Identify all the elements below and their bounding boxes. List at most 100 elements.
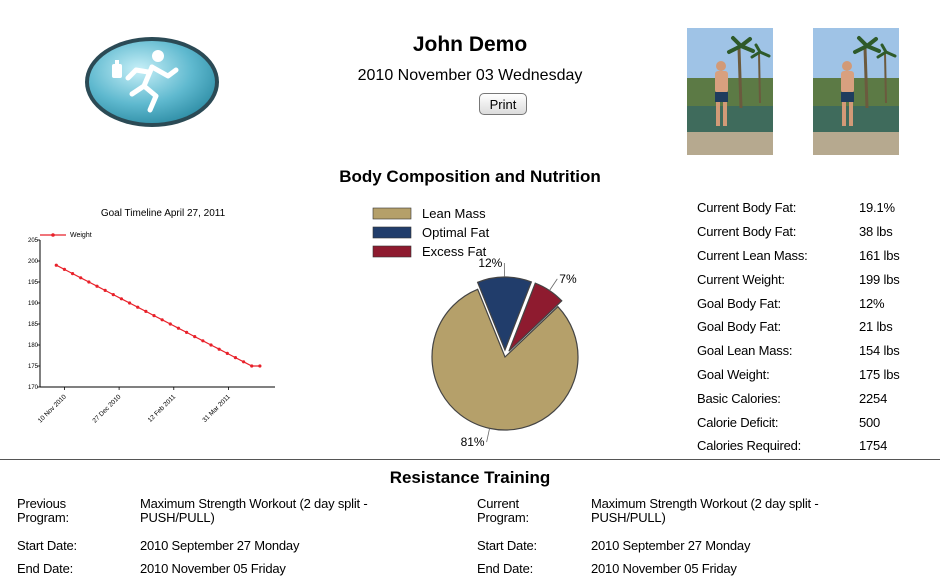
legend-swatch-optimal-fat: [372, 226, 412, 239]
pie-label-leader: [486, 428, 490, 443]
previous-end-date-label: End Date:: [17, 561, 74, 576]
stat-value: 38 lbs: [859, 224, 893, 240]
weight-data-point: [136, 305, 140, 309]
section-title-resistance-training: Resistance Training: [389, 468, 551, 487]
weight-data-point: [176, 326, 181, 330]
legend-label-lean-mass: Lean Mass: [422, 206, 486, 221]
weight-data-point: [87, 280, 91, 284]
pie-value-label: 7%: [559, 272, 577, 286]
weight-data-point: [250, 364, 254, 368]
previous-start-date-value: 2010 September 27 Monday: [140, 538, 300, 553]
x-tick-label: 27 Dec 2010: [91, 393, 122, 424]
stat-value: 12%: [859, 295, 885, 311]
legend-marker: [51, 233, 55, 237]
weight-data-point: [54, 263, 58, 267]
stat-row: Calories Required: 1754: [697, 434, 900, 458]
stat-label: Basic Calories:: [697, 390, 781, 406]
stat-value: 154 lbs: [859, 343, 900, 359]
y-tick-label: 195: [28, 280, 39, 286]
x-tick-label: 31 Mar 2011: [201, 393, 232, 424]
stat-label: Current Body Fat:: [697, 200, 797, 216]
stat-label: Goal Body Fat:: [697, 295, 781, 311]
weight-data-point: [111, 293, 115, 297]
progress-photo-current: [813, 28, 899, 155]
stat-value: 2254: [859, 390, 888, 406]
stat-label: Calories Required:: [697, 438, 802, 454]
report-date: 2010 November 03 Wednesday: [357, 67, 583, 84]
legend-swatch-lean-mass: [372, 207, 412, 220]
current-start-date-value: 2010 September 27 Monday: [591, 538, 751, 553]
progress-photo-before: [687, 28, 773, 155]
current-start-date-label: Start Date:: [477, 538, 537, 553]
runner-logo-icon: [85, 37, 219, 127]
weight-data-point: [217, 347, 221, 351]
weight-data-point: [233, 356, 238, 360]
weight-data-point: [258, 364, 262, 368]
y-tick-label: 175: [28, 364, 39, 370]
stat-value: 500: [859, 414, 881, 430]
y-tick-label: 180: [28, 343, 39, 349]
weight-series-line: [56, 264, 260, 367]
stat-value: 161 lbs: [859, 247, 900, 263]
weight-data-point: [119, 297, 124, 301]
stat-label: Calorie Deficit:: [697, 414, 779, 430]
previous-end-date-value: 2010 November 05 Friday: [140, 561, 286, 576]
section-divider: [0, 459, 940, 460]
x-tick-label: 12 Feb 2011: [147, 393, 178, 424]
x-tick-label: 10 Nov 2010: [37, 393, 68, 424]
print-button[interactable]: Print: [479, 93, 527, 115]
weight-data-point: [184, 330, 189, 334]
current-end-date-value: 2010 November 05 Friday: [591, 561, 737, 576]
stat-row: Current Body Fat: 19.1%: [697, 196, 900, 220]
pie-value-label: 81%: [461, 435, 485, 449]
stat-row: Current Weight: 199 lbs: [697, 267, 900, 291]
weight-data-point: [127, 301, 132, 305]
weight-data-point: [79, 276, 83, 280]
user-name: John Demo: [412, 33, 528, 56]
stat-label: Goal Weight:: [697, 366, 770, 382]
legend-label: Weight: [70, 232, 92, 239]
chart-title: Goal Timeline April 27, 2011: [101, 208, 226, 219]
stat-row: Goal Body Fat: 21 lbs: [697, 315, 900, 339]
stat-row: Calorie Deficit: 500: [697, 410, 900, 434]
stat-label: Current Body Fat:: [697, 224, 797, 240]
stat-row: Goal Body Fat: 12%: [697, 291, 900, 315]
pie-value-label: 12%: [478, 256, 502, 270]
weight-data-point: [201, 339, 205, 343]
current-end-date-label: End Date:: [477, 561, 534, 576]
legend-label-optimal-fat: Optimal Fat: [422, 225, 490, 240]
legend-swatch-excess-fat: [372, 245, 412, 258]
stat-value: 19.1%: [859, 200, 895, 216]
y-tick-label: 190: [28, 301, 39, 307]
goal-timeline-chart: Goal Timeline April 27, 2011 Weight 205 2…: [28, 208, 275, 424]
stat-row: Current Lean Mass: 161 lbs: [697, 244, 900, 268]
current-program-value: Maximum Strength Workout (2 day split - …: [591, 496, 819, 525]
weight-data-point: [62, 267, 67, 271]
weight-data-point: [160, 318, 164, 322]
stat-row: Goal Weight: 175 lbs: [697, 363, 900, 387]
previous-program-label: Previous Program:: [17, 496, 69, 525]
y-tick-label: 205: [28, 238, 39, 244]
pie-slice-lean-mass: [431, 288, 579, 431]
weight-data-point: [241, 360, 246, 364]
weight-data-point: [70, 272, 75, 276]
pie-slice-excess-fat: [508, 282, 563, 352]
stat-label: Current Weight:: [697, 271, 785, 287]
stat-row: Current Body Fat: 38 lbs: [697, 220, 900, 244]
stats-table: Current Body Fat: 19.1% Current Body Fat: 3…: [697, 196, 900, 458]
stat-row: Basic Calories: 2254: [697, 386, 900, 410]
current-program-label: Current Program:: [477, 496, 529, 525]
stat-value: 175 lbs: [859, 366, 900, 382]
weight-data-point: [168, 322, 172, 326]
body-composition-pie-chart: Lean Mass Optimal Fat Excess Fat 12% 7% 81%: [372, 206, 579, 449]
stat-label: Current Lean Mass:: [697, 247, 808, 263]
stat-label: Goal Body Fat:: [697, 319, 781, 335]
y-tick-label: 185: [28, 322, 39, 328]
weight-data-point: [193, 335, 197, 339]
weight-data-point: [209, 343, 213, 347]
y-tick-label: 200: [28, 259, 39, 265]
weight-data-point: [152, 314, 156, 318]
stat-value: 199 lbs: [859, 271, 900, 287]
weight-data-point: [225, 351, 229, 355]
pie-label-leader: [549, 278, 558, 291]
